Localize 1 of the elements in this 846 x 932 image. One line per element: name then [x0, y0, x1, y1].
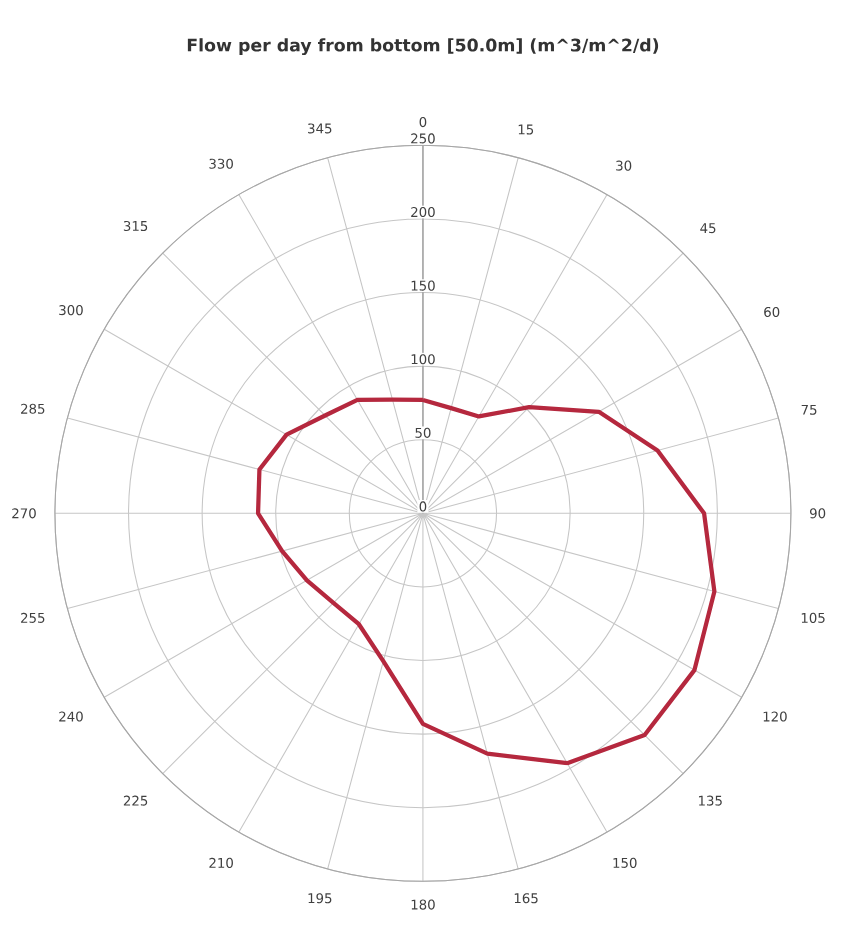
chart-title: Flow per day from bottom [50.0m] (m^3/m^2/d) [187, 38, 659, 56]
